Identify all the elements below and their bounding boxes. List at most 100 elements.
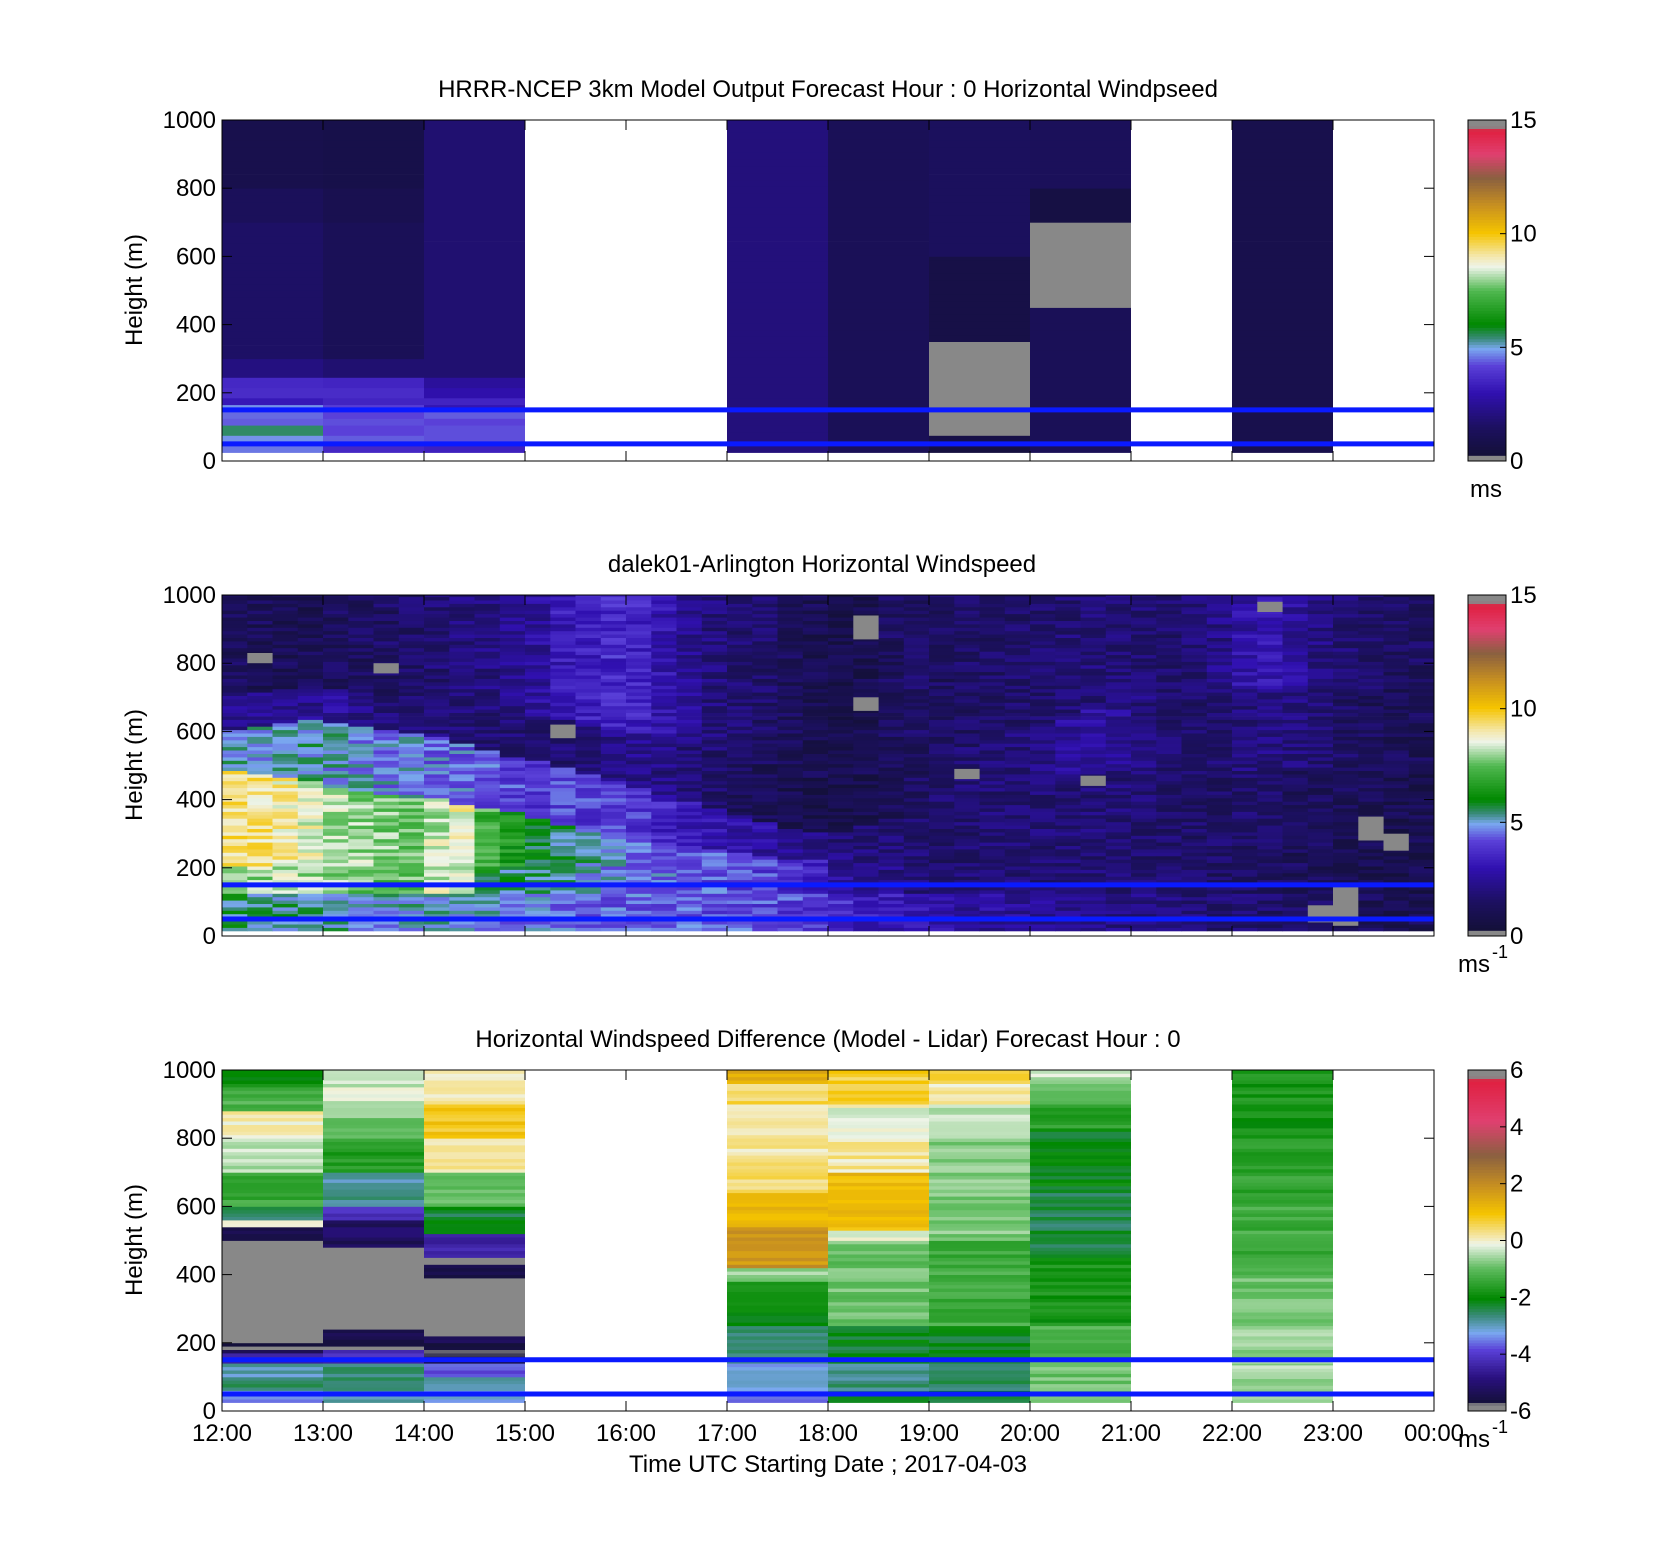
heatmap-cell <box>802 835 829 840</box>
colorbar-swatch <box>1468 441 1506 445</box>
heatmap-cell <box>1333 787 1359 792</box>
heatmap-cell <box>853 924 880 928</box>
heatmap-cell <box>853 668 880 673</box>
heatmap-cell <box>727 613 753 618</box>
heatmap-cell <box>1080 869 1107 874</box>
heatmap-cell <box>525 893 551 898</box>
heatmap-cell <box>348 661 375 666</box>
heatmap-cell <box>323 750 349 754</box>
heatmap-cell <box>1232 774 1258 778</box>
heatmap-cell <box>903 862 930 867</box>
heatmap-cell <box>247 832 274 836</box>
heatmap-cell <box>1055 746 1082 751</box>
heatmap-cell <box>550 651 577 656</box>
heatmap-cell <box>1206 753 1233 758</box>
heatmap-cell <box>727 644 753 649</box>
heatmap-cell <box>1105 733 1132 737</box>
heatmap-cell <box>1105 634 1132 638</box>
heatmap-cell <box>929 447 1030 453</box>
heatmap-cell <box>575 787 602 792</box>
heatmap-cell <box>828 835 854 840</box>
heatmap-cell <box>1181 682 1208 686</box>
heatmap-cell <box>323 634 349 638</box>
heatmap-cell <box>903 757 930 761</box>
heatmap-cell <box>600 913 627 918</box>
heatmap-cell <box>651 644 678 649</box>
heatmap-cell <box>247 739 274 744</box>
heatmap-cell <box>272 770 299 775</box>
heatmap-cell <box>1004 753 1031 758</box>
heatmap-cell <box>373 743 400 748</box>
heatmap-cell <box>575 801 602 806</box>
heatmap-cell <box>802 624 829 628</box>
heatmap-cell <box>979 804 1006 809</box>
heatmap-cell <box>1055 664 1082 669</box>
heatmap-cell <box>701 770 728 775</box>
heatmap-cell <box>929 334 1030 342</box>
heatmap-cell <box>727 595 753 598</box>
heatmap-cell <box>247 736 274 741</box>
heatmap-cell <box>828 855 854 860</box>
heatmap-cell <box>1131 596 1157 601</box>
heatmap-cell <box>651 757 678 761</box>
heatmap-cell <box>878 675 905 679</box>
heatmap-cell <box>398 879 425 884</box>
heatmap-cell <box>853 920 880 925</box>
heatmap-cell <box>600 910 627 915</box>
heatmap-cell <box>449 606 476 611</box>
heatmap-cell <box>727 384 828 392</box>
heatmap-cell <box>903 610 930 615</box>
heatmap-cell <box>929 890 955 894</box>
heatmap-cell <box>1004 801 1031 806</box>
heatmap-cell <box>424 763 450 768</box>
heatmap-cell <box>1030 907 1056 911</box>
heatmap-cell <box>499 682 526 686</box>
heatmap-cell <box>802 913 829 918</box>
heatmap-cell <box>1257 620 1284 625</box>
heatmap-cell <box>626 739 652 744</box>
heatmap-cell <box>600 654 627 659</box>
heatmap-cell <box>727 637 753 642</box>
heatmap-cell <box>727 733 753 737</box>
heatmap-cell <box>550 913 577 918</box>
heatmap-cell <box>297 900 324 904</box>
heatmap-cell <box>499 893 526 898</box>
heatmap-cell <box>398 924 425 928</box>
heatmap-cell <box>752 647 779 652</box>
heatmap-cell <box>323 729 349 734</box>
heatmap-cell <box>1030 232 1131 240</box>
heatmap-cell <box>727 927 753 932</box>
heatmap-cell <box>878 750 905 754</box>
heatmap-cell <box>323 181 424 189</box>
heatmap-cell <box>727 726 753 731</box>
heatmap-cell <box>297 654 324 659</box>
heatmap-cell <box>1004 832 1031 836</box>
heatmap-cell <box>1181 780 1208 785</box>
heatmap-cell <box>1181 630 1208 635</box>
heatmap-cell <box>979 862 1006 867</box>
heatmap-cell <box>1282 910 1309 915</box>
heatmap-cell <box>929 791 955 795</box>
heatmap-cell <box>247 821 274 826</box>
heatmap-cell <box>499 770 526 775</box>
heatmap-cell <box>626 647 652 652</box>
colorbar-swatch <box>1468 333 1506 337</box>
heatmap-cell <box>828 357 929 365</box>
heatmap-cell <box>1105 910 1132 915</box>
heatmap-cell <box>727 651 753 656</box>
heatmap-cell <box>802 688 829 693</box>
heatmap-cell <box>222 890 248 894</box>
heatmap-cell <box>727 370 828 378</box>
heatmap-cell <box>828 213 929 221</box>
heatmap-cell <box>1307 900 1334 904</box>
heatmap-cell <box>727 596 753 601</box>
colorbar-swatch <box>1468 250 1506 255</box>
heatmap-cell <box>449 825 476 829</box>
heatmap-cell <box>903 671 930 676</box>
heatmap-cell <box>1206 869 1233 874</box>
heatmap-cell <box>1307 927 1334 932</box>
heatmap-cell <box>828 692 854 696</box>
heatmap-cell <box>954 893 981 898</box>
heatmap-cell <box>1232 757 1258 761</box>
heatmap-cell <box>1055 780 1082 785</box>
